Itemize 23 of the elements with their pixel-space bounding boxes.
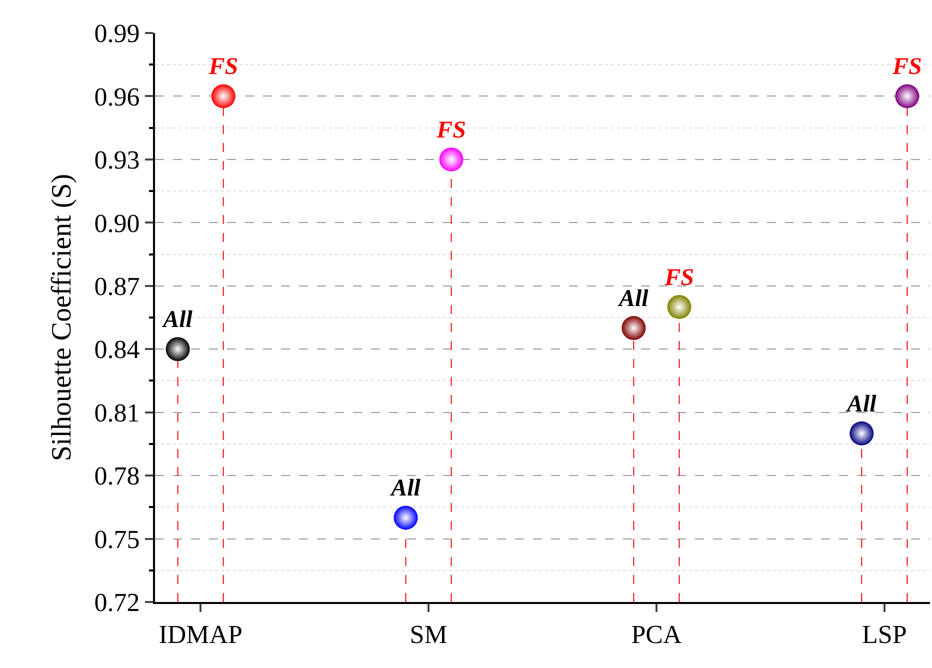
y-tick-label: 0.81 — [94, 398, 140, 428]
series-label: FS — [664, 264, 694, 291]
y-tick-label: 0.78 — [94, 462, 140, 491]
x-tick-label: PCA — [631, 620, 682, 650]
y-tick-label: 0.96 — [94, 82, 140, 112]
series-label: All — [844, 391, 877, 418]
y-tick-label: 0.90 — [94, 208, 140, 238]
y-tick-label: 0.99 — [94, 19, 140, 48]
x-tick-label: LSP — [862, 620, 907, 650]
y-tick-label: 0.87 — [94, 272, 140, 301]
y-tick-label: 0.84 — [94, 335, 140, 364]
y-tick-label: 0.72 — [94, 588, 140, 618]
text: All — [619, 286, 648, 312]
y-tick-label: 0.93 — [94, 146, 140, 175]
text: FS — [436, 117, 466, 144]
x-tick-label: IDMAP — [158, 620, 242, 650]
text: All — [391, 476, 420, 502]
text: All — [163, 307, 192, 334]
text: FS — [208, 54, 238, 80]
y-tick-label: 0.75 — [94, 524, 140, 554]
text: FS — [892, 54, 922, 80]
x-tick-label: SM — [410, 620, 448, 650]
y-axis-title: Silhouette Coefficient (S) — [46, 174, 78, 462]
